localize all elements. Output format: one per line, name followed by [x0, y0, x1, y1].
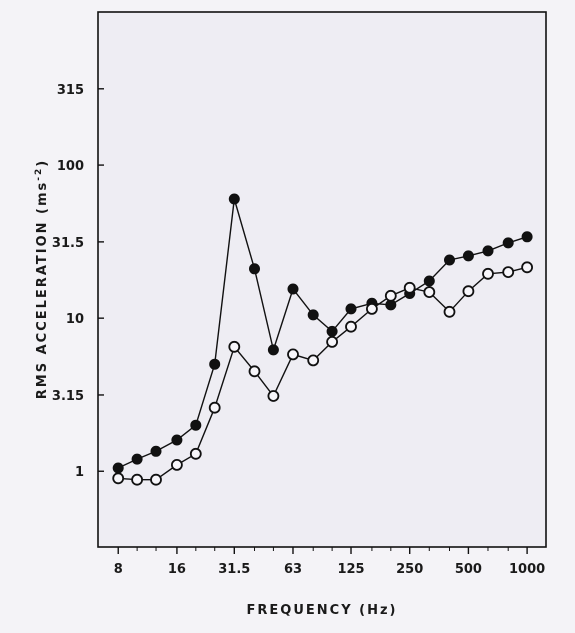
series-1-point [209, 358, 221, 370]
y-axis: 1 3.15 10 31.5 100 315 [52, 83, 104, 480]
x-tick-label: 63 [284, 562, 302, 577]
series-1-point [228, 193, 240, 205]
series-2-point [365, 302, 378, 315]
series-1-point [444, 254, 455, 266]
x-tick-label: 125 [337, 562, 364, 577]
series-1-point [190, 419, 202, 431]
y-tick-label: 100 [57, 159, 84, 174]
series-2-point [248, 365, 261, 378]
series-1-point [150, 445, 162, 457]
x-tick-label: 500 [455, 562, 482, 577]
series-1-point [326, 325, 338, 337]
series-2-point [384, 289, 397, 302]
series-2-point [228, 340, 241, 353]
y-axis-title-close: ) [35, 159, 50, 167]
series-2-point [482, 267, 494, 280]
series-layer [112, 193, 533, 486]
series-2-point [150, 473, 162, 486]
series-1-point [502, 237, 514, 249]
series-2-point [267, 390, 280, 402]
x-tick-label: 1000 [509, 562, 545, 577]
series-2-point [208, 401, 221, 414]
series-1-point [423, 275, 435, 287]
series-2-point [189, 447, 202, 460]
y-tick-label: 315 [57, 83, 84, 98]
series-1-point [112, 462, 124, 474]
series-2-point [423, 286, 436, 299]
series-1-point [287, 283, 299, 295]
x-tick-label: 31.5 [218, 562, 250, 577]
x-tick-label: 8 [114, 562, 123, 577]
y-axis-title-superscript: -2 [34, 167, 44, 181]
series-2-line [118, 266, 528, 481]
series-1-point [307, 309, 319, 321]
x-tick-label: 250 [396, 562, 423, 577]
series-1-point [521, 231, 533, 243]
series-2-point [307, 354, 320, 367]
y-tick-label: 1 [75, 465, 84, 480]
series-2-point [403, 281, 416, 294]
series-2-point [443, 305, 456, 318]
series-1-point [462, 250, 474, 262]
x-axis-title: FREQUENCY (Hz) [247, 603, 398, 618]
series-1-point [345, 303, 357, 315]
x-tick-label: 16 [168, 562, 186, 577]
series-2-point [131, 473, 144, 486]
series-2-point [170, 458, 183, 471]
x-axis: 8 16 31.5 63 125 250 500 1000 [114, 547, 545, 577]
series-2-point [521, 261, 533, 274]
series-2-point [112, 472, 125, 485]
series-1-line [117, 198, 528, 469]
y-tick-label: 10 [66, 312, 84, 327]
y-axis-title-main: RMS ACCELERATION (ms [35, 181, 50, 399]
series-2-point [326, 335, 339, 348]
series-2-point [502, 266, 515, 279]
series-2-point [462, 285, 475, 298]
series-1-point [171, 434, 183, 446]
series-1-point [249, 263, 260, 275]
y-tick-label: 3.15 [52, 389, 84, 404]
series-1-point [131, 453, 143, 465]
series-2-point [345, 320, 357, 333]
series-1-point [482, 245, 494, 257]
y-axis-title: RMS ACCELERATION (ms-2) [34, 159, 50, 399]
plot-frame [97, 11, 547, 548]
series-1-point [267, 344, 279, 356]
series-2-point [287, 348, 299, 361]
y-tick-label: 31.5 [52, 236, 84, 251]
y-axis-title-group: RMS ACCELERATION (ms-2) [34, 159, 50, 399]
